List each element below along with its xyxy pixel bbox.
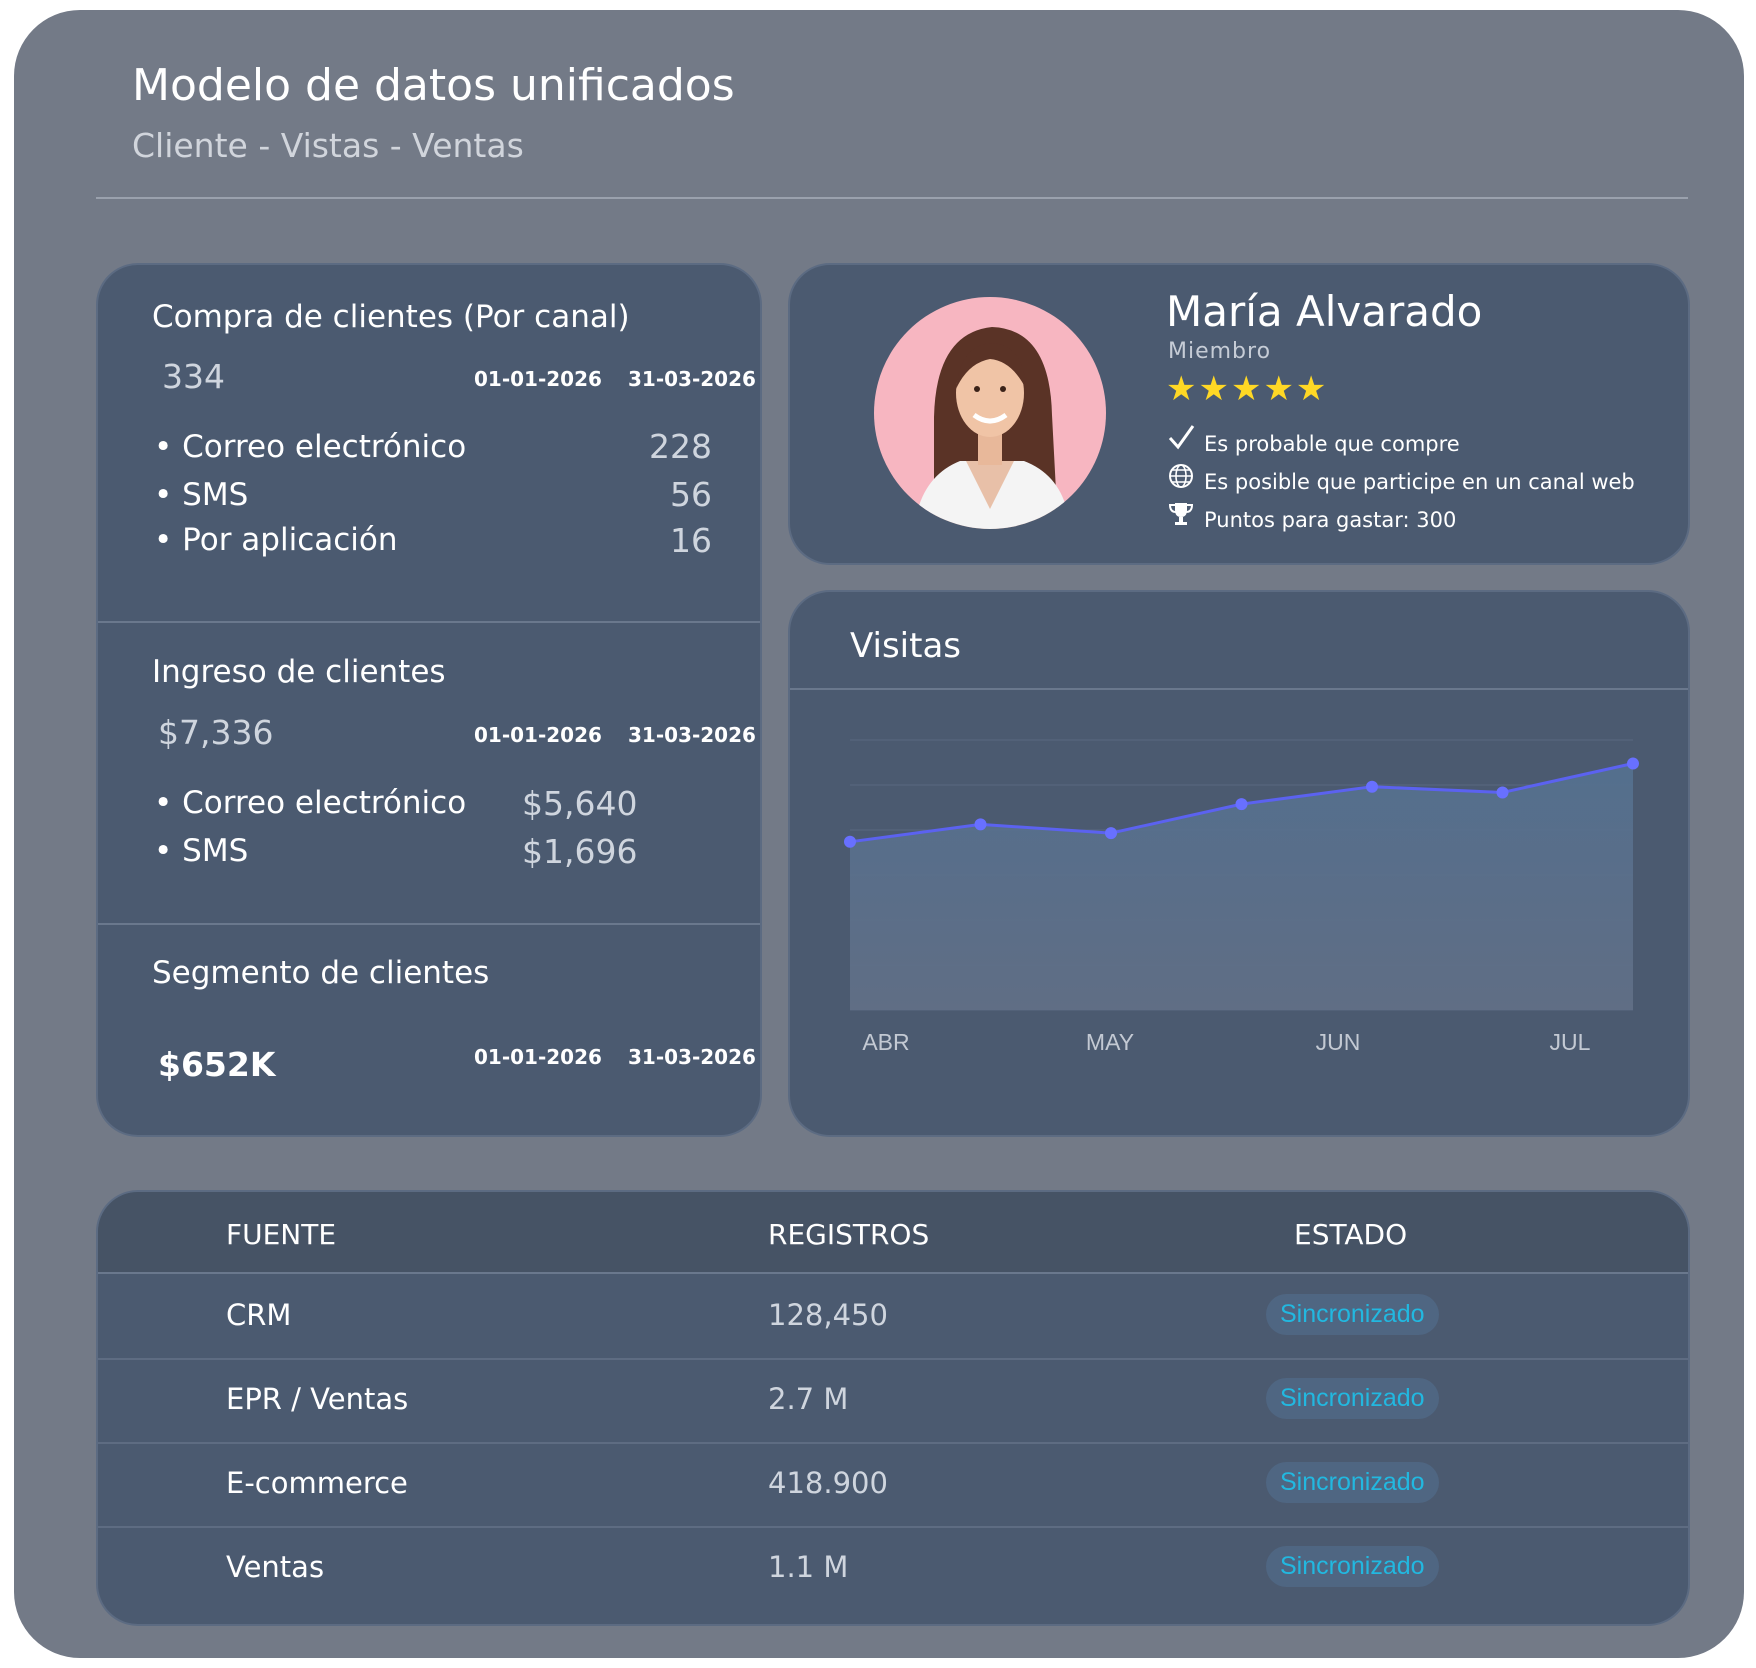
x-tick-label: MAY [1086,1029,1134,1055]
table-row[interactable]: E-commerce 418.900 Sincronizado [98,1442,1688,1528]
header-divider [96,197,1688,199]
compras-item-value: 16 [670,521,712,560]
data-point[interactable] [1496,786,1509,799]
compras-item-value: 56 [670,475,712,514]
table-header: FUENTE REGISTROS ESTADO [98,1192,1688,1274]
rating-stars: ★★★★★ [1166,369,1329,409]
compras-item: • Correo electrónico [154,429,467,465]
status-badge: Sincronizado [1266,1462,1439,1503]
ingreso-title: Ingreso de clientes [152,654,446,690]
table-row[interactable]: Ventas 1.1 M Sincronizado [98,1526,1688,1610]
compras-total: 334 [162,357,225,396]
status-badge: Sincronizado [1266,1294,1439,1335]
compras-item: • SMS [154,477,249,513]
cell-source: E-commerce [226,1466,408,1500]
metrics-card: Compra de clientes (Por canal) 334 01-01… [96,263,762,1137]
dashboard-frame: Modelo de datos unificados Cliente - Vis… [14,10,1744,1658]
globe-icon [1166,463,1196,494]
avatar-illustration [914,327,1070,529]
x-tick-label: JUL [1550,1029,1591,1055]
data-point[interactable] [1366,780,1378,793]
visits-chart: ABR MAY JUN JUL [844,739,1639,1055]
visits-chart-card: Visitas ABR MAY JUN JUL [788,590,1690,1137]
segmento-total: $652K [158,1045,276,1084]
profile-card: María Alvarado Miembro ★★★★★ Es probable… [788,263,1690,565]
profile-role: Miembro [1168,339,1272,364]
cell-source: EPR / Ventas [226,1382,409,1416]
compras-item-value: 228 [649,427,712,466]
segmento-date-from: 01-01-2026 [474,1045,602,1069]
section-divider [98,923,760,925]
x-tick-label: JUN [1316,1029,1361,1055]
compras-date-from: 01-01-2026 [474,367,602,391]
profile-feature: Puntos para gastar: 300 [1166,501,1456,532]
ingreso-item-label: Correo electrónico [182,785,467,821]
compras-item: • Por aplicación [154,522,398,558]
compras-item-label: Por aplicación [182,522,398,558]
compras-item-label: SMS [182,477,249,513]
ingreso-date-from: 01-01-2026 [474,723,602,747]
page-title: Modelo de datos unificados [132,60,735,111]
profile-feature-text: Es probable que compre [1204,432,1460,456]
trophy-icon [1166,501,1196,532]
header-source: FUENTE [226,1218,337,1251]
data-point[interactable] [844,835,856,848]
table-row[interactable]: CRM 128,450 Sincronizado [98,1274,1688,1360]
x-tick-label: ABR [862,1029,909,1055]
cell-records: 418.900 [768,1466,888,1500]
compras-date-to: 31-03-2026 [628,367,756,391]
table-row[interactable]: EPR / Ventas 2.7 M Sincronizado [98,1358,1688,1444]
check-icon [1166,423,1196,456]
cell-records: 128,450 [768,1298,888,1332]
segmento-date-to: 31-03-2026 [628,1045,756,1069]
cell-source: Ventas [226,1550,325,1584]
chart-divider [790,688,1688,690]
ingreso-item: • SMS [154,833,249,869]
status-badge: Sincronizado [1266,1546,1439,1587]
data-point[interactable] [1105,827,1117,840]
ingreso-item-value: $5,640 [522,784,638,823]
section-divider [98,621,760,623]
cell-source: CRM [226,1298,292,1332]
data-point[interactable] [974,818,987,831]
profile-name: María Alvarado [1166,287,1483,336]
compras-title: Compra de clientes (Por canal) [152,299,630,335]
profile-feature-text: Es posible que participe en un canal web [1204,470,1635,494]
avatar [874,297,1106,529]
ingreso-total: $7,336 [158,713,274,752]
data-point[interactable] [1235,798,1248,811]
cell-records: 1.1 M [768,1550,849,1584]
visits-area [850,763,1633,1010]
data-point[interactable] [1627,757,1639,770]
ingreso-item-value: $1,696 [522,832,638,871]
profile-feature-text: Puntos para gastar: 300 [1204,508,1457,532]
sources-table: FUENTE REGISTROS ESTADO CRM 128,450 Sinc… [96,1190,1690,1626]
ingreso-item: • Correo electrónico [154,785,467,821]
header-records: REGISTROS [768,1218,930,1251]
compras-item-label: Correo electrónico [182,429,467,465]
page-subtitle: Cliente - Vistas - Ventas [132,126,524,165]
header-status: ESTADO [1294,1218,1408,1251]
cell-records: 2.7 M [768,1382,849,1416]
segmento-title: Segmento de clientes [152,955,490,991]
profile-feature: Es posible que participe en un canal web [1166,463,1635,494]
profile-feature: Es probable que compre [1166,423,1460,456]
ingreso-date-to: 31-03-2026 [628,723,756,747]
ingreso-item-label: SMS [182,833,249,869]
chart-title: Visitas [850,626,961,666]
status-badge: Sincronizado [1266,1378,1439,1419]
